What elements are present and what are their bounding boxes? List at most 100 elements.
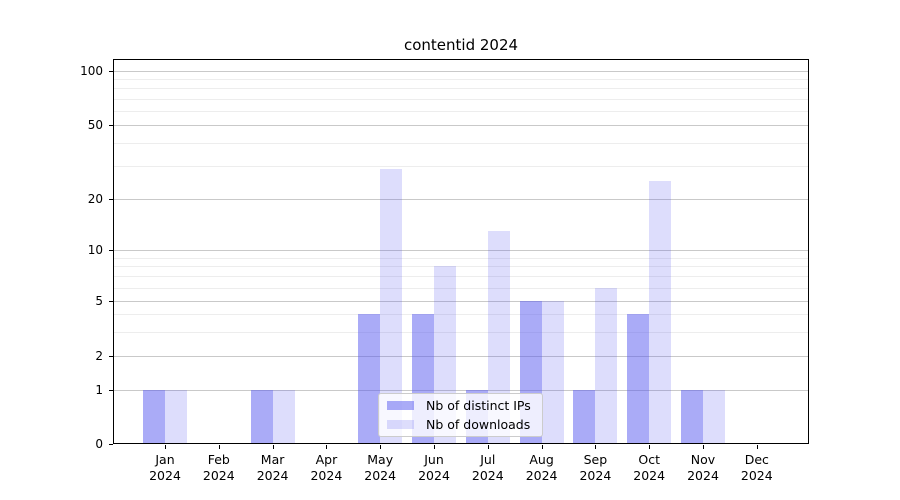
- minor-gridline-9: [113, 257, 809, 259]
- x-tick-year: 2024: [149, 468, 181, 483]
- y-tick-mark-1: [109, 390, 113, 391]
- legend-swatch-downloads-icon: [387, 420, 414, 429]
- x-tick-year: 2024: [471, 468, 504, 483]
- plot-area: [113, 59, 809, 444]
- y-tick-label-2: 2: [95, 349, 103, 363]
- x-tick-mark-mar: [272, 444, 274, 449]
- x-tick-year: 2024: [740, 468, 773, 483]
- bar-downloads-jul: [487, 230, 510, 444]
- x-tick-label-jun: Jun 2024: [406, 452, 462, 484]
- x-tick-month: Jul: [480, 452, 496, 467]
- bar-downloads-may: [380, 168, 403, 444]
- legend: Nb of distinct IPs Nb of downloads: [378, 393, 543, 437]
- bar-downloads-jan: [165, 390, 187, 444]
- y-tick-mark-2: [109, 356, 113, 357]
- x-tick-mark-oct: [649, 444, 651, 449]
- minor-gridline-8: [113, 266, 809, 268]
- x-tick-label-oct: Oct 2024: [621, 452, 677, 484]
- x-tick-label-sep: Sep 2024: [567, 452, 623, 484]
- y-tick-label-1: 1: [95, 383, 103, 397]
- x-tick-month: Aug: [529, 452, 554, 467]
- x-tick-month: Mar: [260, 452, 285, 467]
- x-tick-label-aug: Aug 2024: [514, 452, 570, 484]
- x-tick-mark-apr: [326, 444, 328, 449]
- x-tick-mark-sep: [595, 444, 597, 449]
- x-tick-month: Jan: [155, 452, 175, 467]
- minor-gridline-90: [113, 79, 809, 81]
- minor-gridline-3: [113, 331, 809, 333]
- x-tick-month: Nov: [690, 452, 716, 467]
- major-gridline-5: [113, 301, 809, 302]
- major-gridline-2: [113, 356, 809, 357]
- x-tick-mark-dec: [756, 444, 758, 449]
- bar-distinct-ips-may: [358, 314, 381, 444]
- y-tick-mark-0: [109, 443, 113, 445]
- x-tick-label-jul: Jul 2024: [460, 452, 516, 484]
- x-tick-month: Jun: [424, 452, 444, 467]
- x-tick-year: 2024: [256, 468, 289, 483]
- legend-label-downloads: Nb of downloads: [426, 417, 531, 432]
- y-tick-mark-10: [109, 250, 113, 251]
- bar-downloads-mar: [272, 390, 295, 444]
- chart-title: contentid 2024: [403, 36, 519, 54]
- x-tick-month: Oct: [638, 452, 660, 467]
- minor-gridline-30: [113, 166, 809, 168]
- bar-distinct-ips-oct: [627, 314, 650, 444]
- minor-gridline-70: [113, 98, 809, 100]
- x-tick-label-mar: Mar 2024: [245, 452, 301, 484]
- minor-gridline-4: [113, 314, 809, 316]
- x-tick-month: Sep: [583, 452, 608, 467]
- x-tick-year: 2024: [202, 468, 235, 483]
- x-tick-year: 2024: [310, 468, 343, 483]
- minor-gridline-60: [113, 110, 809, 112]
- x-tick-label-may: May 2024: [352, 452, 408, 484]
- legend-item-downloads: Nb of downloads: [387, 417, 534, 432]
- major-gridline-10: [113, 250, 809, 251]
- bar-distinct-ips-jan: [143, 390, 165, 444]
- x-tick-label-nov: Nov 2024: [675, 452, 731, 484]
- x-tick-month: Feb: [207, 452, 230, 467]
- x-tick-year: 2024: [418, 468, 450, 483]
- x-tick-label-dec: Dec 2024: [729, 452, 785, 484]
- y-tick-mark-5: [109, 301, 113, 302]
- x-tick-mark-may: [380, 444, 382, 449]
- x-tick-year: 2024: [687, 468, 719, 483]
- x-tick-mark-jul: [487, 444, 489, 449]
- bar-downloads-sep: [595, 287, 618, 444]
- y-tick-label-0: 0: [95, 436, 103, 451]
- major-gridline-100: [113, 71, 809, 72]
- x-tick-year: 2024: [364, 468, 397, 483]
- minor-gridline-6: [113, 287, 809, 289]
- minor-gridline-7: [113, 276, 809, 278]
- y-tick-mark-100: [109, 71, 113, 72]
- x-tick-mark-feb: [218, 444, 220, 449]
- x-tick-year: 2024: [579, 468, 612, 483]
- major-gridline-20: [113, 199, 809, 200]
- legend-swatch-distinct-ips-icon: [387, 401, 414, 410]
- x-tick-label-jan: Jan 2024: [137, 452, 193, 484]
- legend-item-distinct-ips: Nb of distinct IPs: [387, 398, 534, 413]
- major-gridline-1: [113, 390, 809, 391]
- bar-downloads-aug: [541, 301, 564, 444]
- y-tick-label-50: 50: [87, 118, 103, 132]
- x-tick-year: 2024: [525, 468, 558, 483]
- major-gridline-50: [113, 125, 809, 126]
- y-tick-label-100: 100: [80, 64, 103, 78]
- x-tick-label-feb: Feb 2024: [191, 452, 247, 484]
- minor-gridline-80: [113, 88, 809, 90]
- minor-gridline-40: [113, 143, 809, 145]
- x-tick-mark-nov: [703, 444, 704, 449]
- y-tick-label-20: 20: [87, 192, 103, 206]
- y-tick-mark-20: [109, 199, 113, 200]
- x-tick-mark-jun: [434, 444, 435, 449]
- x-tick-mark-jan: [165, 444, 166, 449]
- x-tick-month: Apr: [315, 452, 338, 467]
- bar-distinct-ips-mar: [250, 390, 273, 444]
- bar-distinct-ips-nov: [681, 390, 703, 444]
- legend-label-distinct-ips: Nb of distinct IPs: [426, 398, 531, 413]
- x-tick-month: May: [367, 452, 394, 467]
- y-tick-label-10: 10: [87, 243, 103, 257]
- x-tick-year: 2024: [633, 468, 666, 483]
- y-tick-label-5: 5: [95, 294, 103, 308]
